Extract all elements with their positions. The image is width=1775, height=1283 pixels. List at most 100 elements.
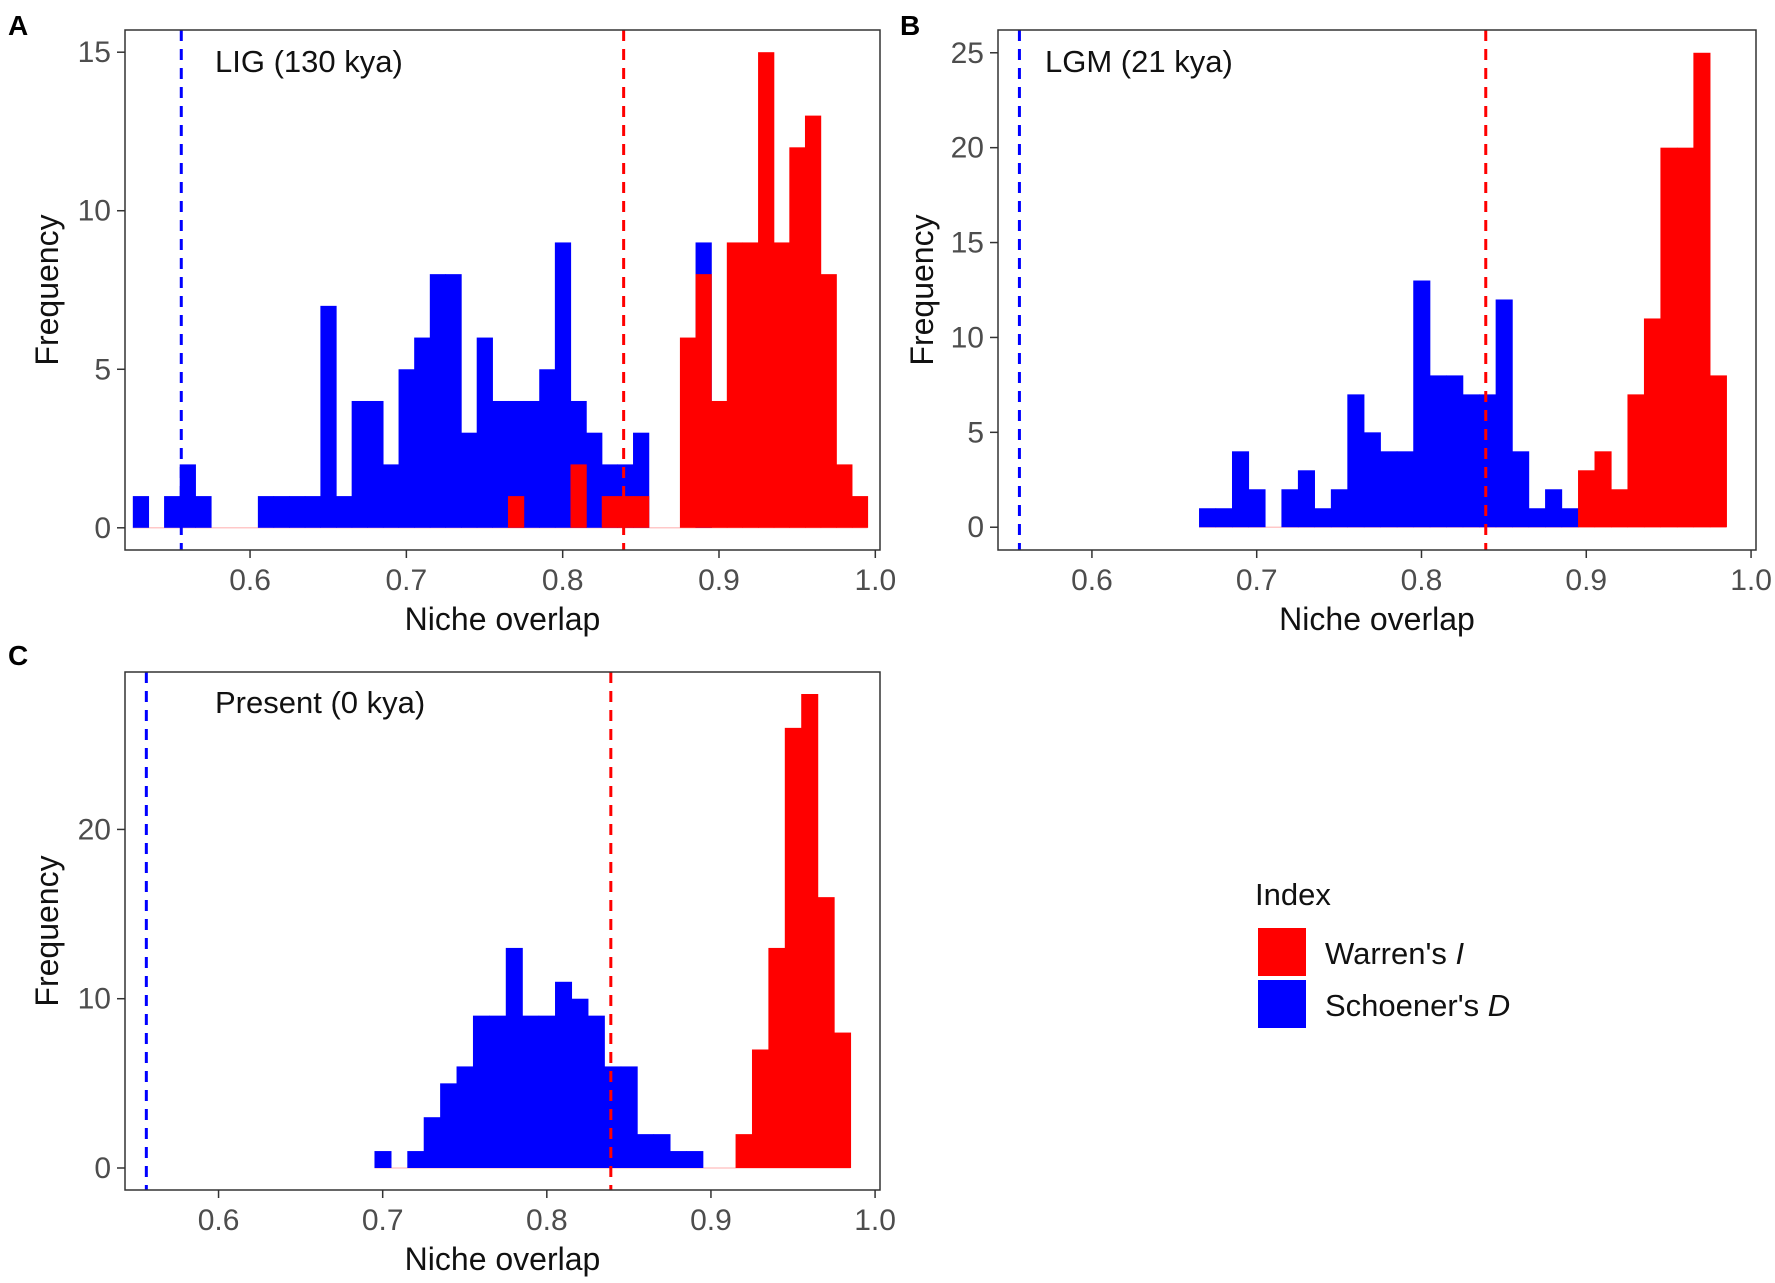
histogram-bar bbox=[1643, 318, 1662, 528]
y-tick-label: 0 bbox=[94, 1152, 111, 1185]
histogram-bar bbox=[601, 496, 618, 528]
x-tick-label: 0.9 bbox=[690, 1204, 732, 1237]
histogram-bar bbox=[633, 496, 650, 528]
legend-label-warrens-i: Warren's I bbox=[1325, 936, 1465, 971]
histogram-bar bbox=[179, 464, 196, 528]
x-tick-label: 0.8 bbox=[1401, 564, 1443, 597]
histogram-bar bbox=[1594, 451, 1612, 528]
histogram-bar bbox=[1676, 147, 1694, 528]
histogram-bar bbox=[1347, 394, 1365, 528]
histogram-bar bbox=[1512, 451, 1530, 528]
x-tick-label: 0.6 bbox=[198, 1204, 240, 1237]
panel-letter: C bbox=[8, 640, 28, 671]
histogram-bar bbox=[195, 496, 212, 528]
histogram-bar bbox=[637, 1134, 655, 1168]
series-warrens-i bbox=[735, 694, 852, 1168]
histogram-bar bbox=[1363, 432, 1381, 528]
histogram-bar bbox=[1297, 470, 1315, 528]
series-warrens-i bbox=[1578, 52, 1727, 528]
x-tick-label: 0.6 bbox=[1071, 564, 1113, 597]
histogram-bar bbox=[742, 242, 759, 528]
histogram-bar bbox=[620, 1066, 638, 1168]
histogram-bar bbox=[1231, 451, 1250, 528]
histogram-bar bbox=[1248, 489, 1266, 528]
x-axis-label: Niche overlap bbox=[405, 1241, 601, 1277]
histogram-bar bbox=[1578, 470, 1596, 528]
x-tick-label: 0.8 bbox=[542, 564, 584, 597]
histogram-bar bbox=[1462, 394, 1480, 528]
histogram-bar bbox=[679, 337, 697, 528]
histogram-bar bbox=[304, 496, 321, 528]
histogram-bar bbox=[289, 496, 306, 528]
histogram-bar bbox=[1528, 508, 1546, 528]
histogram-bar bbox=[836, 464, 853, 528]
histogram-bar bbox=[554, 242, 572, 528]
x-tick-label: 0.9 bbox=[698, 564, 740, 597]
histogram-bar bbox=[1413, 280, 1431, 528]
plot-border bbox=[124, 671, 881, 1191]
period-annotation: Present (0 kya) bbox=[215, 685, 425, 720]
y-tick-label: 15 bbox=[951, 227, 984, 260]
x-tick-label: 0.7 bbox=[1236, 564, 1278, 597]
histogram-bar bbox=[1479, 394, 1497, 528]
histogram-bar bbox=[374, 1151, 392, 1168]
legend-label-schoeners-d: Schoener's D bbox=[1325, 988, 1510, 1023]
x-tick-label: 0.7 bbox=[386, 564, 428, 597]
histogram-bar bbox=[507, 496, 525, 528]
histogram-bar bbox=[489, 1015, 507, 1168]
histogram-bar bbox=[440, 1083, 458, 1168]
histogram-bar bbox=[1199, 508, 1217, 528]
y-tick-label: 20 bbox=[78, 813, 111, 846]
histogram-bar bbox=[669, 1151, 687, 1168]
histogram-bar bbox=[132, 496, 150, 528]
histogram-bar bbox=[445, 274, 462, 528]
legend-swatch-schoeners-d bbox=[1258, 980, 1306, 1028]
y-axis-label: Frequency bbox=[904, 214, 940, 365]
y-tick-label: 10 bbox=[78, 983, 111, 1016]
panel-letter: A bbox=[8, 10, 28, 41]
histogram-bar bbox=[1561, 508, 1579, 528]
y-tick-label: 5 bbox=[94, 353, 111, 386]
histogram-bar bbox=[1396, 451, 1414, 528]
histogram-bar bbox=[686, 1151, 704, 1168]
histogram-bar bbox=[604, 1066, 622, 1168]
histogram-bar bbox=[570, 464, 587, 528]
histogram-bar bbox=[539, 369, 556, 528]
panel-letter: B bbox=[900, 10, 920, 41]
histogram-bar bbox=[523, 400, 540, 528]
histogram-bar bbox=[1215, 508, 1233, 528]
histogram-bar bbox=[617, 496, 634, 528]
histogram-bar bbox=[461, 432, 478, 528]
legend-title: Index bbox=[1255, 877, 1331, 912]
histogram-bar bbox=[382, 464, 400, 528]
histogram-bar bbox=[735, 1134, 753, 1168]
y-axis-label: Frequency bbox=[29, 855, 65, 1006]
histogram-bar bbox=[751, 1049, 769, 1168]
histogram-bar bbox=[695, 274, 712, 528]
x-tick-label: 1.0 bbox=[1730, 564, 1772, 597]
histogram-bar bbox=[273, 496, 290, 528]
histogram-bar bbox=[522, 1015, 540, 1168]
histogram-bar bbox=[834, 1032, 852, 1168]
histogram-bar bbox=[820, 274, 837, 528]
histogram-bar bbox=[1281, 489, 1299, 528]
histogram-bar bbox=[320, 305, 337, 528]
x-axis-label: Niche overlap bbox=[1279, 601, 1475, 637]
x-tick-label: 0.6 bbox=[229, 564, 271, 597]
histogram-bar bbox=[804, 115, 822, 528]
histogram-bar bbox=[1660, 147, 1678, 528]
histogram-bar bbox=[414, 337, 431, 528]
y-tick-label: 15 bbox=[78, 36, 111, 69]
histogram-bar bbox=[1627, 394, 1645, 528]
histogram-bar bbox=[1446, 375, 1464, 528]
histogram-bar bbox=[367, 400, 384, 528]
histogram-bar bbox=[789, 147, 806, 528]
plot-border bbox=[124, 29, 881, 551]
panel-b: 0.6 0.7 0.8 0.9 1.0 0 5 10 15 20 25 Niche overlap Fr… bbox=[900, 10, 1772, 637]
histogram-bar bbox=[1693, 52, 1711, 528]
histogram-bar bbox=[423, 1117, 441, 1168]
y-axis-label: Frequency bbox=[29, 214, 65, 365]
legend-swatch-warrens-i bbox=[1258, 928, 1306, 976]
histogram-bar bbox=[1330, 489, 1348, 528]
